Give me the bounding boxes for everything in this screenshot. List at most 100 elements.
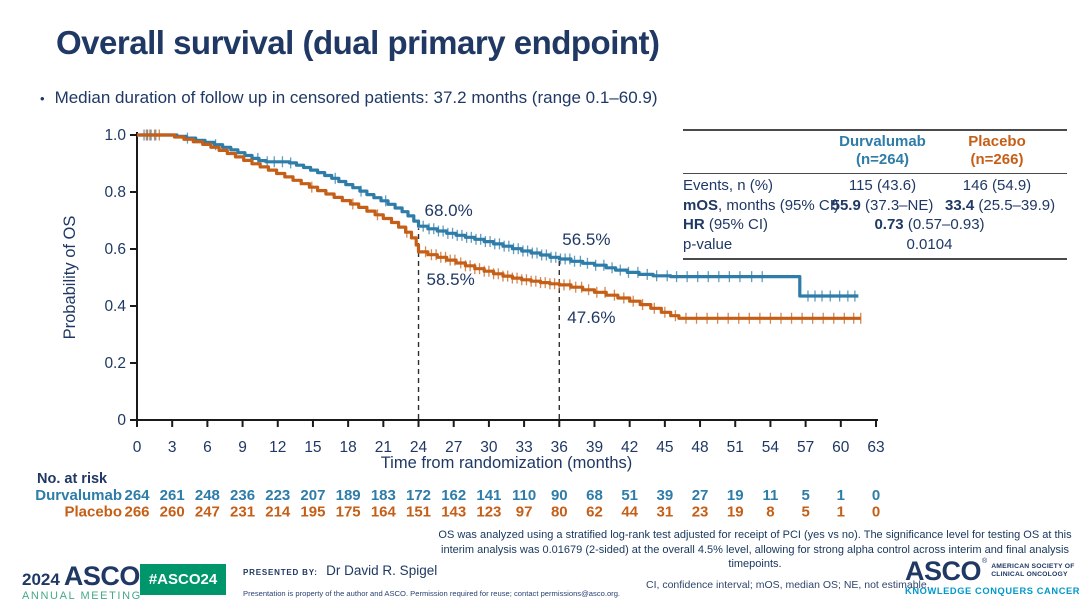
x-axis-title: Time from randomization (months) xyxy=(381,454,633,472)
x-tick-label-63: 63 xyxy=(867,439,884,456)
risk-value-durvalumab-60: 1 xyxy=(837,487,845,504)
y-tick-label-0.2: 0.2 xyxy=(104,355,126,372)
risk-value-placebo-63: 0 xyxy=(872,504,880,521)
risk-value-placebo-0: 266 xyxy=(124,504,149,521)
stats-pvalue-value: 0.0104 xyxy=(906,235,953,253)
risk-value-durvalumab-27: 162 xyxy=(441,487,466,504)
x-tick-label-18: 18 xyxy=(340,439,357,456)
x-tick-label-33: 33 xyxy=(515,439,532,456)
asco-logo-row: ASCO ® AMERICAN SOCIETY OF CLINICAL ONCO… xyxy=(905,558,1080,585)
risk-row-label-placebo: Placebo xyxy=(64,504,122,521)
annotation-placebo-36mo: 47.6% xyxy=(567,308,615,327)
risk-value-placebo-6: 247 xyxy=(195,504,220,521)
stats-row-events: Events, n (%) 115 (43.6) 146 (54.9) xyxy=(683,176,1067,196)
risk-value-placebo-39: 62 xyxy=(586,504,603,521)
risk-value-placebo-21: 164 xyxy=(371,504,397,521)
risk-value-placebo-12: 214 xyxy=(265,504,291,521)
risk-value-placebo-36: 80 xyxy=(551,504,568,521)
risk-value-placebo-18: 175 xyxy=(336,504,361,521)
x-tick-label-54: 54 xyxy=(762,439,780,456)
stats-table-header: Durvalumab (n=264) Placebo (n=266) xyxy=(683,133,1067,174)
x-tick-label-9: 9 xyxy=(238,439,247,456)
risk-value-durvalumab-9: 236 xyxy=(230,487,255,504)
x-tick-label-60: 60 xyxy=(832,439,850,456)
risk-table-title: No. at risk xyxy=(37,471,108,487)
presented-by-label: PRESENTED BY: xyxy=(243,568,318,577)
meeting-logo-row: 2024 ASCO ® xyxy=(22,561,146,592)
risk-value-durvalumab-54: 11 xyxy=(762,487,778,504)
risk-value-durvalumab-39: 68 xyxy=(586,487,603,504)
meeting-org: ASCO xyxy=(63,561,141,591)
x-tick-label-45: 45 xyxy=(656,439,673,456)
asco-society-name: AMERICAN SOCIETY OF CLINICAL ONCOLOGY xyxy=(991,563,1075,579)
risk-value-placebo-57: 5 xyxy=(801,504,809,521)
risk-value-placebo-45: 31 xyxy=(657,504,674,521)
risk-value-durvalumab-15: 207 xyxy=(300,487,325,504)
stats-hr-label: HR (95% CI) xyxy=(683,216,769,233)
y-tick-label-1.0: 1.0 xyxy=(104,127,126,144)
risk-value-durvalumab-48: 27 xyxy=(692,487,709,504)
risk-value-placebo-54: 8 xyxy=(766,504,774,521)
y-tick-label-0.4: 0.4 xyxy=(104,298,126,315)
risk-value-placebo-60: 1 xyxy=(837,504,845,521)
stats-row-pvalue: p-value 0.0104 xyxy=(683,235,1067,255)
x-tick-label-12: 12 xyxy=(269,439,286,456)
x-tick-label-24: 24 xyxy=(410,439,428,456)
annotation-durvalumab-36mo: 56.5% xyxy=(562,230,610,249)
meeting-year: 2024 xyxy=(22,570,60,589)
annotation-durvalumab-24mo: 68.0% xyxy=(425,201,473,220)
risk-value-durvalumab-36: 90 xyxy=(551,487,568,504)
x-tick-label-6: 6 xyxy=(203,439,212,456)
x-tick-label-51: 51 xyxy=(727,439,744,456)
disclaimer-text: Presentation is property of the author a… xyxy=(243,589,621,598)
risk-value-durvalumab-6: 248 xyxy=(195,487,220,504)
risk-value-placebo-42: 44 xyxy=(621,504,638,521)
risk-value-placebo-3: 260 xyxy=(160,504,185,521)
bullet-marker: • xyxy=(40,91,45,106)
stats-mos-label: mOS, months (95% CI) xyxy=(683,196,839,214)
risk-value-durvalumab-21: 183 xyxy=(371,487,396,504)
stats-row-mos: mOS, months (95% CI) 55.9 (37.3–NE) 33.4… xyxy=(683,196,1067,216)
risk-value-placebo-33: 97 xyxy=(516,504,533,521)
x-tick-label-42: 42 xyxy=(621,439,638,456)
asco-annual-meeting-logo: 2024 ASCO ® ANNUAL MEETING xyxy=(22,561,146,602)
asco-society-logo: ASCO ® AMERICAN SOCIETY OF CLINICAL ONCO… xyxy=(905,558,1080,597)
stats-col-placebo-name: Placebo xyxy=(968,133,1026,150)
presenter-name: Dr David R. Spigel xyxy=(326,563,438,578)
asco-tagline: KNOWLEDGE CONQUERS CANCER xyxy=(905,586,1080,596)
annotation-placebo-24mo: 58.5% xyxy=(427,270,475,289)
y-axis-title: Probability of OS xyxy=(61,216,79,340)
x-tick-label-48: 48 xyxy=(691,439,708,456)
asco-registered-mark: ® xyxy=(982,558,988,565)
risk-value-durvalumab-30: 141 xyxy=(476,487,501,504)
risk-value-durvalumab-0: 264 xyxy=(124,487,150,504)
risk-value-durvalumab-57: 5 xyxy=(801,487,809,504)
stats-col-placebo-n: (n=266) xyxy=(970,151,1024,168)
subtitle-text: Median duration of follow up in censored… xyxy=(54,88,658,107)
stats-events-placebo: 146 (54.9) xyxy=(962,177,1032,194)
stats-mos-placebo: 33.4 (25.5–39.9) xyxy=(945,196,1056,214)
stats-col-durvalumab: Durvalumab (n=264) xyxy=(820,133,945,169)
stats-hr-value: 0.73 (0.57–0.93) xyxy=(874,216,985,233)
risk-value-durvalumab-33: 110 xyxy=(512,487,536,504)
stats-row-hr: HR (95% CI) 0.73 (0.57–0.93) xyxy=(683,215,1067,235)
risk-value-placebo-15: 195 xyxy=(300,504,325,521)
stats-pvalue-label: p-value xyxy=(683,235,733,253)
presented-by-line: PRESENTED BY: Dr David R. Spigel xyxy=(243,562,620,580)
stats-table: Durvalumab (n=264) Placebo (n=266) Event… xyxy=(683,129,1067,260)
analysis-footnote: OS was analyzed using a stratified log-r… xyxy=(438,529,1072,571)
abbreviations-footnote: CI, confidence interval; mOS, median OS;… xyxy=(646,579,930,591)
x-tick-label-30: 30 xyxy=(480,439,498,456)
x-tick-label-3: 3 xyxy=(168,439,177,456)
risk-value-placebo-30: 123 xyxy=(476,504,501,521)
risk-value-placebo-51: 19 xyxy=(727,504,744,521)
risk-value-durvalumab-45: 39 xyxy=(657,487,674,504)
risk-value-placebo-48: 23 xyxy=(692,504,709,521)
risk-value-placebo-9: 231 xyxy=(230,504,255,521)
x-tick-label-0: 0 xyxy=(133,439,142,456)
risk-value-placebo-24: 151 xyxy=(406,504,431,521)
meeting-name: ANNUAL MEETING xyxy=(22,590,142,602)
risk-row-label-durvalumab: Durvalumab xyxy=(35,487,122,504)
y-tick-label-0.8: 0.8 xyxy=(104,184,126,201)
